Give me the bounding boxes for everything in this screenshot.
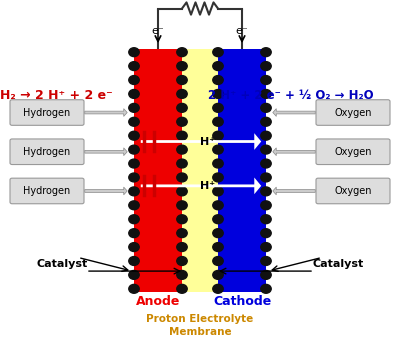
Circle shape	[129, 117, 139, 126]
Circle shape	[177, 159, 187, 168]
Circle shape	[129, 243, 139, 252]
Text: Hydrogen: Hydrogen	[23, 147, 71, 157]
FancyBboxPatch shape	[316, 178, 390, 204]
Circle shape	[213, 159, 223, 168]
Circle shape	[261, 270, 271, 279]
Circle shape	[213, 117, 223, 126]
Circle shape	[213, 187, 223, 196]
Circle shape	[129, 229, 139, 238]
Circle shape	[261, 229, 271, 238]
Circle shape	[213, 215, 223, 224]
Circle shape	[129, 103, 139, 112]
Circle shape	[261, 117, 271, 126]
Circle shape	[213, 173, 223, 182]
Circle shape	[213, 201, 223, 210]
Circle shape	[177, 215, 187, 224]
Text: Oxygen: Oxygen	[334, 186, 372, 196]
Circle shape	[177, 187, 187, 196]
Circle shape	[213, 229, 223, 238]
Circle shape	[177, 76, 187, 85]
Text: H⁺: H⁺	[200, 181, 216, 191]
Circle shape	[177, 48, 187, 57]
Circle shape	[213, 89, 223, 98]
Text: Hydrogen: Hydrogen	[23, 186, 71, 196]
Text: Membrane: Membrane	[169, 327, 231, 337]
Text: Cathode: Cathode	[213, 295, 271, 308]
Text: H₂ → 2 H⁺ + 2 e⁻: H₂ → 2 H⁺ + 2 e⁻	[0, 89, 113, 102]
Circle shape	[213, 243, 223, 252]
Circle shape	[129, 215, 139, 224]
Circle shape	[129, 76, 139, 85]
Text: Catalyst: Catalyst	[312, 259, 364, 269]
Circle shape	[213, 103, 223, 112]
Circle shape	[261, 243, 271, 252]
Text: e⁻: e⁻	[236, 26, 248, 36]
Circle shape	[177, 62, 187, 71]
Circle shape	[177, 243, 187, 252]
Circle shape	[261, 201, 271, 210]
Circle shape	[129, 159, 139, 168]
Circle shape	[129, 145, 139, 154]
Circle shape	[129, 131, 139, 140]
FancyBboxPatch shape	[316, 139, 390, 164]
FancyBboxPatch shape	[316, 100, 390, 125]
Circle shape	[213, 131, 223, 140]
Circle shape	[261, 215, 271, 224]
Circle shape	[129, 256, 139, 265]
Circle shape	[129, 270, 139, 279]
Text: Oxygen: Oxygen	[334, 147, 372, 157]
Circle shape	[261, 48, 271, 57]
Circle shape	[261, 62, 271, 71]
Bar	[218, 49, 266, 292]
Text: Anode: Anode	[136, 295, 180, 308]
Circle shape	[177, 173, 187, 182]
Text: Proton Electrolyte: Proton Electrolyte	[146, 314, 254, 324]
Text: 2 H⁺ + 2 e⁻ + ½ O₂ → H₂O: 2 H⁺ + 2 e⁻ + ½ O₂ → H₂O	[208, 89, 374, 102]
Circle shape	[129, 62, 139, 71]
Text: e⁻: e⁻	[152, 26, 164, 36]
Circle shape	[177, 270, 187, 279]
Circle shape	[129, 284, 139, 293]
Text: Hydrogen: Hydrogen	[23, 107, 71, 118]
Circle shape	[213, 145, 223, 154]
Circle shape	[213, 48, 223, 57]
Circle shape	[213, 76, 223, 85]
Circle shape	[177, 117, 187, 126]
Circle shape	[261, 256, 271, 265]
Circle shape	[261, 131, 271, 140]
Circle shape	[213, 62, 223, 71]
Circle shape	[129, 201, 139, 210]
FancyBboxPatch shape	[10, 139, 84, 164]
Circle shape	[213, 270, 223, 279]
Circle shape	[129, 173, 139, 182]
Text: H⁺: H⁺	[200, 136, 216, 147]
FancyBboxPatch shape	[10, 100, 84, 125]
Circle shape	[177, 201, 187, 210]
Circle shape	[129, 89, 139, 98]
Circle shape	[177, 103, 187, 112]
Circle shape	[261, 284, 271, 293]
Circle shape	[177, 145, 187, 154]
Circle shape	[213, 284, 223, 293]
Circle shape	[261, 159, 271, 168]
Text: Catalyst: Catalyst	[36, 259, 88, 269]
Circle shape	[177, 256, 187, 265]
Circle shape	[129, 187, 139, 196]
Circle shape	[213, 256, 223, 265]
Circle shape	[261, 103, 271, 112]
Circle shape	[177, 284, 187, 293]
Bar	[134, 49, 182, 292]
Circle shape	[261, 145, 271, 154]
Bar	[182, 49, 218, 292]
Circle shape	[261, 76, 271, 85]
Circle shape	[177, 229, 187, 238]
Circle shape	[261, 173, 271, 182]
Circle shape	[261, 187, 271, 196]
Circle shape	[177, 89, 187, 98]
Circle shape	[129, 48, 139, 57]
FancyBboxPatch shape	[10, 178, 84, 204]
Text: Oxygen: Oxygen	[334, 107, 372, 118]
Circle shape	[261, 89, 271, 98]
Circle shape	[177, 131, 187, 140]
